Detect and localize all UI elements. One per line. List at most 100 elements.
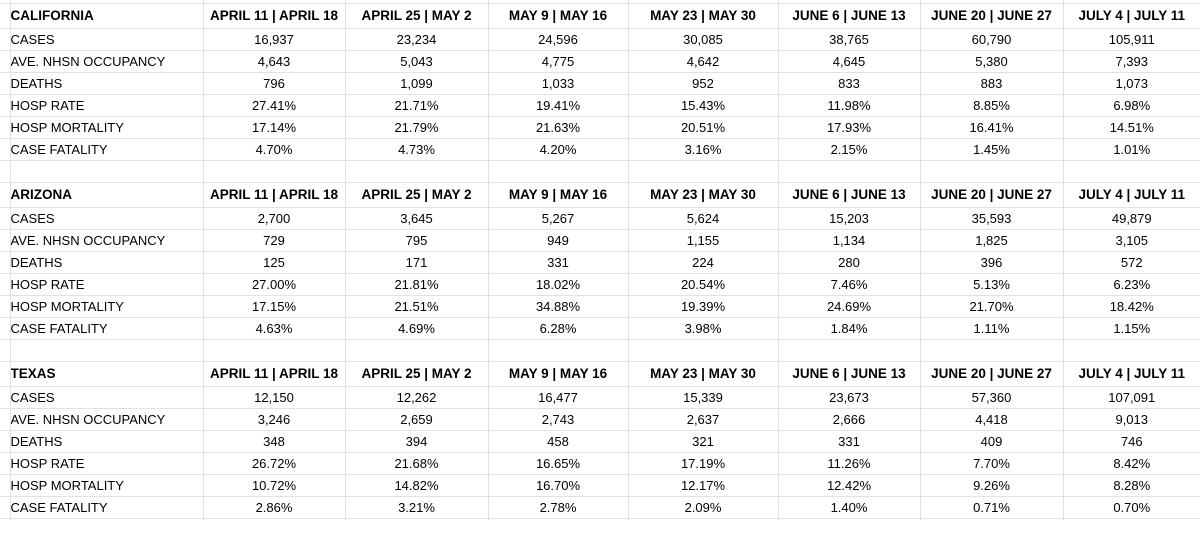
value-cell[interactable]: 5,043 (344, 49, 489, 73)
empty-cell[interactable] (202, 338, 346, 362)
value-cell[interactable]: 8.28% (1062, 473, 1200, 497)
value-cell[interactable]: 1,073 (1062, 71, 1200, 95)
column-header-cell[interactable]: JUNE 6 | JUNE 13 (777, 2, 921, 29)
row-label-cell[interactable]: AVE. NHSN OCCUPANCY (9, 228, 204, 252)
row-label-cell[interactable]: CASE FATALITY (9, 137, 204, 161)
empty-cell[interactable] (202, 159, 346, 183)
value-cell[interactable]: 34.88% (487, 294, 629, 318)
value-cell[interactable]: 3.98% (627, 316, 779, 340)
empty-cell[interactable] (0, 473, 11, 497)
value-cell[interactable]: 14.82% (344, 473, 489, 497)
value-cell[interactable]: 5,380 (919, 49, 1064, 73)
value-cell[interactable]: 1,134 (777, 228, 921, 252)
value-cell[interactable]: 458 (487, 429, 629, 453)
value-cell[interactable]: 1,099 (344, 71, 489, 95)
value-cell[interactable]: 1.45% (919, 137, 1064, 161)
value-cell[interactable]: 949 (487, 228, 629, 252)
value-cell[interactable]: 0.70% (1062, 495, 1200, 519)
empty-cell[interactable] (0, 385, 11, 409)
value-cell[interactable]: 746 (1062, 429, 1200, 453)
row-label-cell[interactable]: CASES (9, 206, 204, 230)
empty-cell[interactable] (487, 338, 629, 362)
value-cell[interactable]: 8.85% (919, 93, 1064, 117)
state-label-cell-arizona[interactable]: ARIZONA (9, 181, 204, 208)
value-cell[interactable]: 1,033 (487, 71, 629, 95)
value-cell[interactable]: 60,790 (919, 27, 1064, 51)
empty-cell[interactable] (0, 49, 11, 73)
value-cell[interactable]: 883 (919, 71, 1064, 95)
value-cell[interactable]: 5.13% (919, 272, 1064, 296)
value-cell[interactable]: 409 (919, 429, 1064, 453)
column-header-cell[interactable]: JUNE 6 | JUNE 13 (777, 360, 921, 387)
empty-cell[interactable] (0, 115, 11, 139)
value-cell[interactable]: 6.98% (1062, 93, 1200, 117)
value-cell[interactable]: 12.17% (627, 473, 779, 497)
row-label-cell[interactable]: HOSP RATE (9, 93, 204, 117)
value-cell[interactable]: 35,593 (919, 206, 1064, 230)
empty-cell[interactable] (0, 517, 11, 520)
column-header-cell[interactable]: JULY 4 | JULY 11 (1062, 181, 1200, 208)
value-cell[interactable]: 2.09% (627, 495, 779, 519)
value-cell[interactable]: 3.21% (344, 495, 489, 519)
value-cell[interactable]: 4.70% (202, 137, 346, 161)
empty-cell[interactable] (0, 137, 11, 161)
column-header-cell[interactable]: JUNE 20 | JUNE 27 (919, 181, 1064, 208)
empty-cell[interactable] (0, 228, 11, 252)
value-cell[interactable]: 14.51% (1062, 115, 1200, 139)
row-label-cell[interactable]: CASE FATALITY (9, 495, 204, 519)
value-cell[interactable]: 23,673 (777, 385, 921, 409)
value-cell[interactable]: 16,477 (487, 385, 629, 409)
value-cell[interactable]: 38,765 (777, 27, 921, 51)
value-cell[interactable]: 2,700 (202, 206, 346, 230)
value-cell[interactable]: 2,637 (627, 407, 779, 431)
empty-cell[interactable] (1062, 338, 1200, 362)
empty-cell[interactable] (0, 250, 11, 274)
column-header-cell[interactable]: JULY 4 | JULY 11 (1062, 2, 1200, 29)
column-header-cell[interactable]: MAY 9 | MAY 16 (487, 181, 629, 208)
value-cell[interactable]: 26.72% (202, 451, 346, 475)
value-cell[interactable]: 224 (627, 250, 779, 274)
column-header-cell[interactable]: MAY 9 | MAY 16 (487, 360, 629, 387)
value-cell[interactable]: 21.68% (344, 451, 489, 475)
empty-cell[interactable] (1062, 159, 1200, 183)
value-cell[interactable]: 1.15% (1062, 316, 1200, 340)
value-cell[interactable]: 2.78% (487, 495, 629, 519)
value-cell[interactable]: 7.70% (919, 451, 1064, 475)
column-header-cell[interactable]: JUNE 20 | JUNE 27 (919, 2, 1064, 29)
column-header-cell[interactable]: APRIL 11 | APRIL 18 (202, 181, 346, 208)
empty-cell[interactable] (0, 316, 11, 340)
value-cell[interactable]: 4,642 (627, 49, 779, 73)
value-cell[interactable]: 49,879 (1062, 206, 1200, 230)
value-cell[interactable]: 19.39% (627, 294, 779, 318)
value-cell[interactable]: 12,262 (344, 385, 489, 409)
value-cell[interactable]: 2,666 (777, 407, 921, 431)
value-cell[interactable]: 11.26% (777, 451, 921, 475)
value-cell[interactable]: 394 (344, 429, 489, 453)
column-header-cell[interactable]: APRIL 25 | MAY 2 (344, 360, 489, 387)
value-cell[interactable]: 18.42% (1062, 294, 1200, 318)
empty-cell[interactable] (0, 93, 11, 117)
value-cell[interactable]: 30,085 (627, 27, 779, 51)
row-label-cell[interactable]: CASES (9, 27, 204, 51)
empty-cell[interactable] (0, 407, 11, 431)
value-cell[interactable]: 4,418 (919, 407, 1064, 431)
value-cell[interactable]: 20.51% (627, 115, 779, 139)
value-cell[interactable]: 17.15% (202, 294, 346, 318)
value-cell[interactable]: 12.42% (777, 473, 921, 497)
value-cell[interactable]: 1,155 (627, 228, 779, 252)
value-cell[interactable]: 7,393 (1062, 49, 1200, 73)
value-cell[interactable]: 15,203 (777, 206, 921, 230)
empty-cell[interactable] (344, 159, 489, 183)
empty-cell[interactable] (0, 294, 11, 318)
value-cell[interactable]: 5,624 (627, 206, 779, 230)
value-cell[interactable]: 2.15% (777, 137, 921, 161)
row-label-cell[interactable]: CASES (9, 385, 204, 409)
value-cell[interactable]: 23,234 (344, 27, 489, 51)
empty-cell[interactable] (0, 206, 11, 230)
value-cell[interactable]: 1,825 (919, 228, 1064, 252)
empty-cell[interactable] (919, 338, 1064, 362)
value-cell[interactable]: 331 (777, 429, 921, 453)
value-cell[interactable]: 57,360 (919, 385, 1064, 409)
empty-cell[interactable] (487, 159, 629, 183)
value-cell[interactable]: 105,911 (1062, 27, 1200, 51)
